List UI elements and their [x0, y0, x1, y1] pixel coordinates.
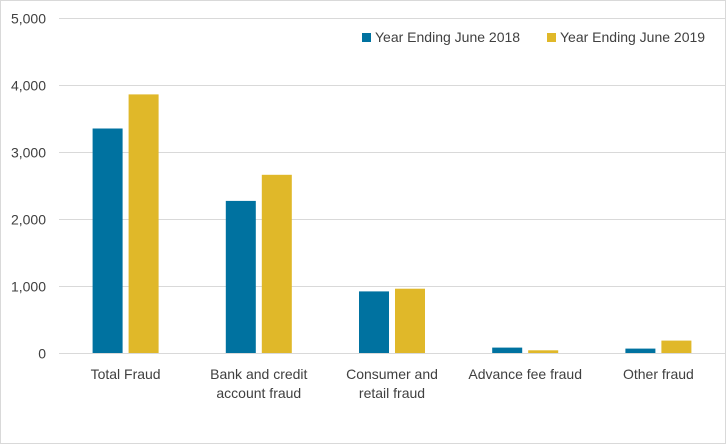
y-axis-tick-labels: 0 1,000 2,000 3,000 4,000 5,000 [11, 11, 46, 362]
x-axis-category-labels: Total Fraud Bank and credit account fraud C… [91, 366, 694, 401]
y-tick-label: 3,000 [11, 145, 46, 161]
bar [625, 348, 656, 353]
bar [128, 94, 159, 354]
y-tick-label: 2,000 [11, 212, 46, 228]
bar [661, 340, 692, 353]
x-category-label: Other fraud [623, 366, 694, 382]
legend-item: Year Ending June 2019 [547, 29, 705, 45]
legend-item: Year Ending June 2018 [362, 29, 520, 45]
x-category-label: Bank and credit account fraud [210, 366, 307, 401]
y-tick-label: 5,000 [11, 11, 46, 27]
x-category-label: Consumer and retail fraud [346, 366, 438, 401]
legend-label: Year Ending June 2019 [560, 29, 705, 45]
bar [528, 350, 559, 353]
x-category-label: Advance fee fraud [468, 366, 582, 382]
y-tick-label: 0 [38, 346, 46, 362]
legend: Year Ending June 2018 Year Ending June 20… [362, 29, 705, 45]
bar [225, 200, 256, 353]
bar [395, 288, 425, 353]
bar [92, 128, 123, 353]
y-tick-label: 4,000 [11, 78, 46, 94]
bars [92, 94, 692, 354]
legend-label: Year Ending June 2018 [375, 29, 520, 45]
bar [261, 174, 292, 353]
legend-swatch [362, 33, 371, 42]
bar [492, 347, 523, 353]
legend-swatch [547, 33, 556, 42]
bar [359, 291, 389, 353]
y-tick-label: 1,000 [11, 279, 46, 295]
gridlines [59, 18, 725, 354]
x-category-label: Total Fraud [91, 366, 161, 382]
